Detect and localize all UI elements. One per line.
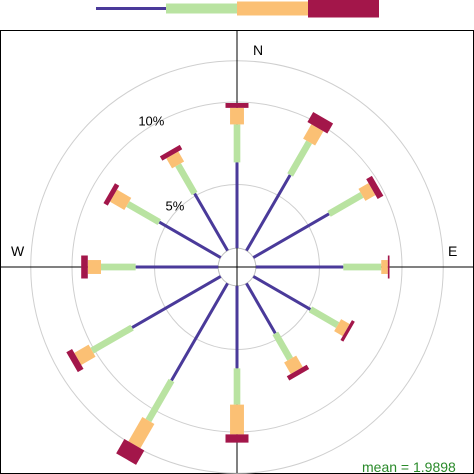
legend-swatch-band-1 xyxy=(96,7,166,10)
radial-tick-label-10: 10% xyxy=(138,114,164,129)
petal-210-band-3 xyxy=(128,417,155,449)
petal-240-band-2 xyxy=(90,324,134,354)
petal-60-band-4 xyxy=(366,175,384,200)
petal-330-band-2 xyxy=(175,163,198,196)
petal-330-band-3 xyxy=(166,151,185,169)
petal-300-band-3 xyxy=(110,189,132,210)
petal-60-band-3 xyxy=(358,183,376,201)
petal-120-band-1 xyxy=(252,275,312,311)
petal-120-band-4 xyxy=(340,320,355,342)
petal-60-band-1 xyxy=(252,212,330,259)
petal-210-band-4 xyxy=(116,439,145,465)
petal-240-band-1 xyxy=(131,275,222,329)
petal-150-band-3 xyxy=(284,355,303,374)
legend-swatch-band-3 xyxy=(237,1,308,16)
petal-330-band-1 xyxy=(193,192,229,252)
petal-300-band-4 xyxy=(103,183,120,206)
petal-150-band-2 xyxy=(272,331,294,361)
petal-240-band-3 xyxy=(74,344,96,365)
legend-swatch-band-2 xyxy=(166,3,237,14)
petal-300-band-1 xyxy=(158,220,222,259)
compass-label-west: W xyxy=(11,243,25,259)
petal-330-band-4 xyxy=(159,144,183,161)
petal-210-band-1 xyxy=(170,282,229,382)
petal-150-band-1 xyxy=(245,282,277,335)
petal-240-band-4 xyxy=(66,348,84,373)
compass-label-north: N xyxy=(253,42,263,58)
mean-label: mean = 1.9898 xyxy=(362,459,456,474)
petal-60-band-2 xyxy=(327,191,364,217)
petal-30-band-2 xyxy=(287,140,313,177)
legend-swatch-band-4 xyxy=(308,0,379,18)
radial-tick-label-5: 5% xyxy=(165,198,184,213)
petal-210-band-2 xyxy=(145,378,175,423)
compass-label-east: E xyxy=(448,243,457,259)
petal-120-band-3 xyxy=(334,319,350,337)
petal-120-band-2 xyxy=(308,306,340,328)
petal-300-band-2 xyxy=(126,201,161,225)
petal-30-band-1 xyxy=(245,174,292,252)
petal-150-band-4 xyxy=(286,364,310,381)
petal-30-band-3 xyxy=(303,124,324,146)
petal-30-band-4 xyxy=(307,112,334,134)
